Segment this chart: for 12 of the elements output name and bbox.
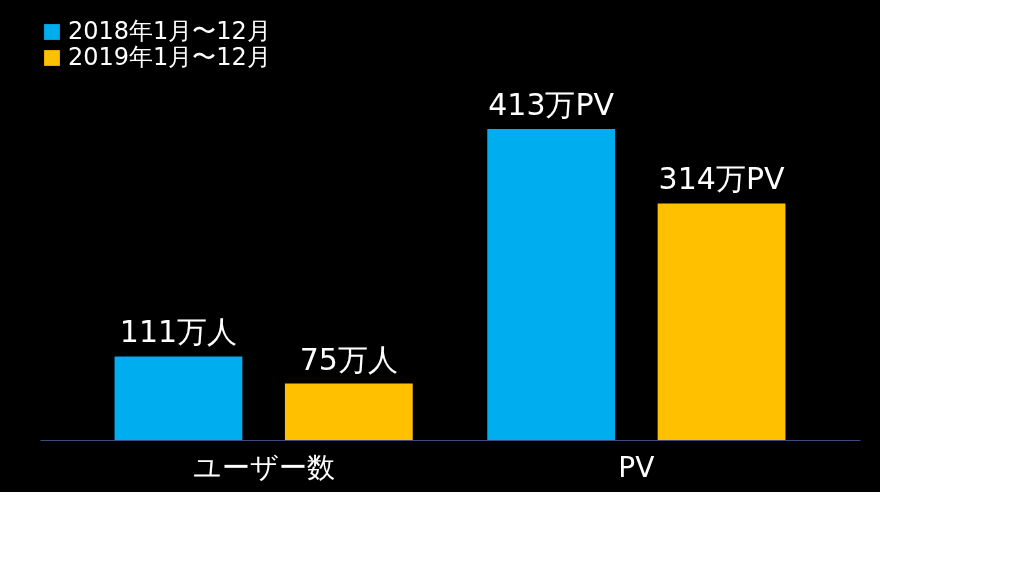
data-label: 413万PV <box>488 86 615 122</box>
bar <box>284 383 413 440</box>
x-tick-label: PV <box>618 450 655 484</box>
bar <box>114 356 243 440</box>
legend-label: 2019年1月〜12月 <box>68 43 271 71</box>
bar <box>657 203 786 440</box>
data-label: 314万PV <box>658 161 785 197</box>
x-tick-label: ユーザー数 <box>192 450 335 484</box>
data-label: 75万人 <box>299 341 398 377</box>
bar <box>487 128 616 440</box>
data-label: 111万人 <box>119 314 238 350</box>
legend-label: 2018年1月〜12月 <box>68 17 271 45</box>
